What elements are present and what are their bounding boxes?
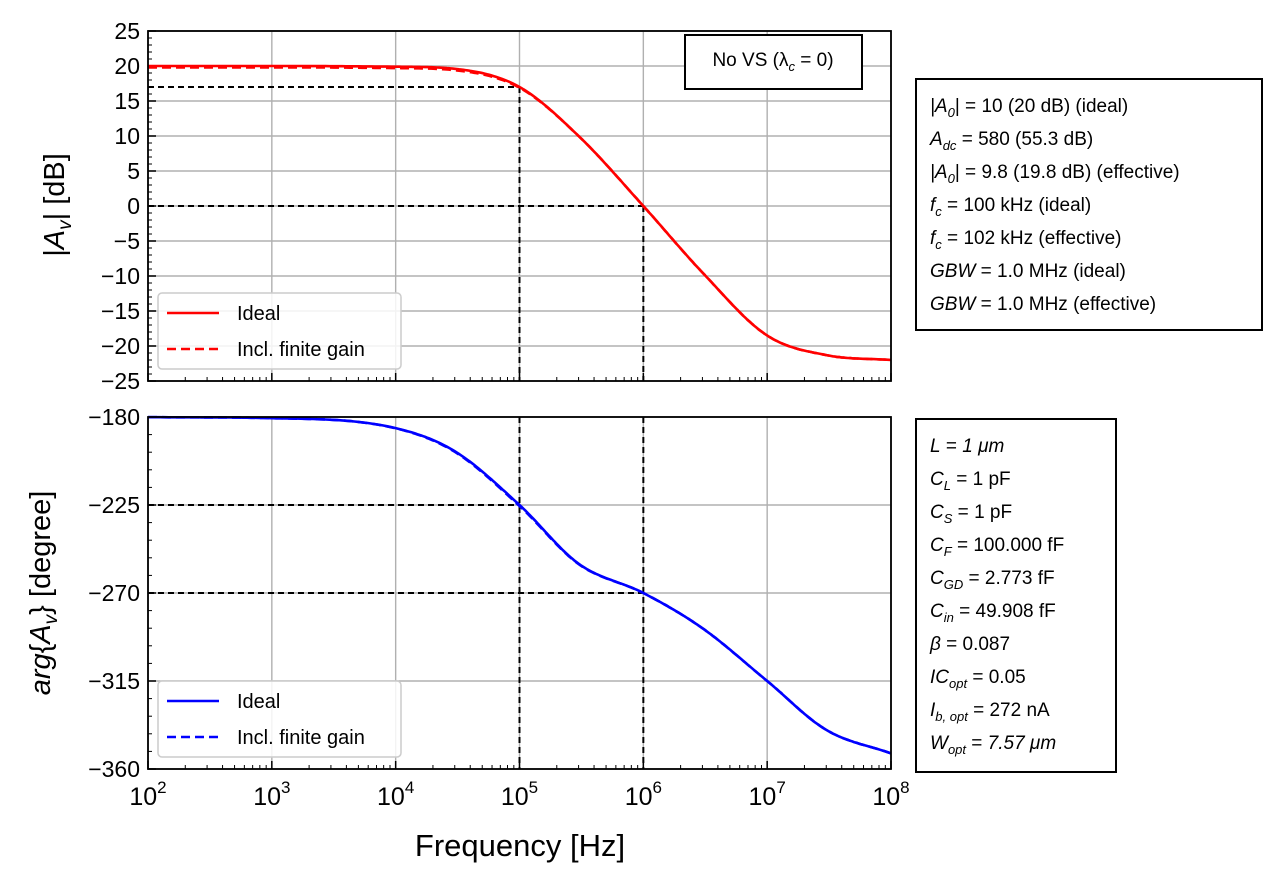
magnitude-ytick-label: −10 [101,263,140,289]
svg-text:No VS (λc = 0): No VS (λc = 0) [712,50,833,74]
phase-ytick-label: −180 [88,404,140,430]
info-row-gd-cap: CGD = 2.773 fF [930,568,1055,592]
xtick-label: 106 [625,778,662,811]
info-row-gbw-ideal: GBW = 1.0 MHz (ideal) [930,261,1126,282]
magnitude-ytick-label: −25 [101,368,140,394]
magnitude-ytick-label: 10 [114,123,140,149]
info-row-beta: β = 0.087 [930,634,1011,655]
info-row-gain-effective: |A0| = 9.8 (19.8 dB) (effective) [930,162,1180,186]
x-axis-label: Frequency [Hz] [415,828,625,863]
svg-text:arg{Av} [degree]: arg{Av} [degree] [25,491,62,696]
phase-ytick-label: −225 [88,492,140,518]
phase-axes-frame [147,416,892,770]
info-row-width-opt: Wopt = 7.57 μm [930,733,1057,757]
info-row-fc-effective: fc = 102 kHz (effective) [930,228,1122,252]
info-row-load-cap: CL = 1 pF [930,469,1011,493]
magnitude-axes-frame [147,30,892,382]
magnitude-ytick-label: 15 [114,88,140,114]
magnitude-legend-finite-label: Incl. finite gain [237,339,365,361]
phase-ytick-label: −360 [88,756,140,782]
info-row-feedback-cap: CF = 100.000 fF [930,535,1065,559]
info-row-dc-gain: Adc = 580 (55.3 dB) [930,129,1094,153]
info-row-ic-opt: ICopt = 0.05 [930,667,1026,691]
info-row-gbw-effective: GBW = 1.0 MHz (effective) [930,294,1157,315]
info-box-amplifier: |A0| = 10 (20 dB) (ideal) Adc = 580 (55.… [915,78,1263,331]
info-row-gain-ideal: |A0| = 10 (20 dB) (ideal) [930,96,1129,120]
svg-text:|Av| [dB]: |Av| [dB] [39,153,76,257]
xtick-label: 105 [501,778,538,811]
phase-ytick-label: −315 [88,668,140,694]
xtick-label: 102 [129,778,166,811]
magnitude-ytick-label: −15 [101,298,140,324]
magnitude-ytick-label: 0 [127,193,140,219]
xtick-label: 103 [253,778,290,811]
phase-axis-label: arg{Av} [degree] [25,491,62,696]
xtick-label: 108 [872,778,909,811]
phase-legend-ideal-label: Ideal [237,691,280,713]
magnitude-axis-label: |Av| [dB] [39,153,76,257]
phase-legend-finite-label: Incl. finite gain [237,727,365,749]
magnitude-series-ideal-line [148,64,892,362]
magnitude-legend: Ideal Incl. finite gain [157,292,402,370]
info-row-input-cap: Cin = 49.908 fF [930,601,1056,625]
magnitude-ytick-label: −5 [114,228,140,254]
magnitude-ytick-label: 5 [127,158,140,184]
xtick-label: 107 [749,778,786,811]
info-row-bias-current: Ib, opt = 272 nA [930,700,1050,724]
phase-ytick-label: −270 [88,580,140,606]
magnitude-ytick-label: 25 [114,18,140,44]
magnitude-ytick-label: 20 [114,53,140,79]
phase-series-ideal-line [148,415,892,755]
info-box-design: L = 1 μm CL = 1 pF CS = 1 pF CF = 100.00… [915,418,1117,773]
info-row-source-cap: CS = 1 pF [930,502,1013,526]
xtick-label: 104 [377,778,414,811]
annotation-box: No VS (λc = 0) [684,34,863,90]
info-row-length: L = 1 μm [930,436,1005,457]
magnitude-ytick-label: −20 [101,333,140,359]
magnitude-legend-ideal-label: Ideal [237,303,280,325]
phase-legend: Ideal Incl. finite gain [157,680,402,758]
info-row-fc-ideal: fc = 100 kHz (ideal) [930,195,1092,219]
